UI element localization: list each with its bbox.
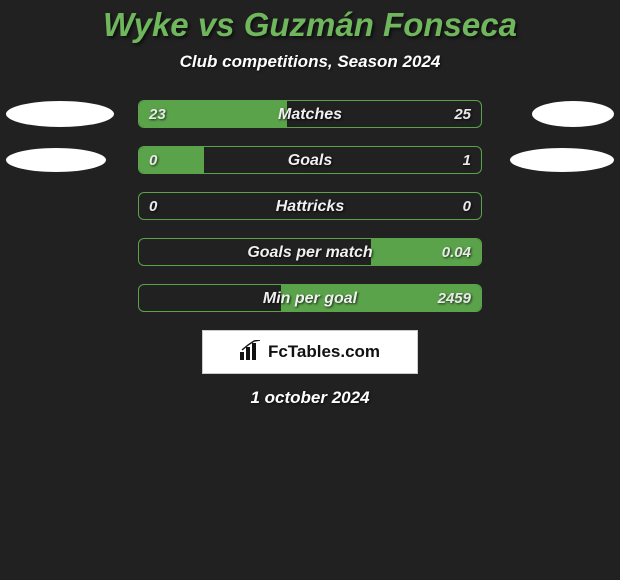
brand-chart-icon [240,340,262,365]
stat-value-right: 0 [463,193,471,220]
brand-text: FcTables.com [268,342,380,362]
comparison-rows: 2325Matches01Goals00Hattricks0.04Goals p… [0,100,620,312]
stat-bar: 0.04Goals per match [138,238,482,266]
stat-value-right: 1 [463,147,471,174]
stat-bar: 2459Min per goal [138,284,482,312]
comparison-row: 0 0Hattricks [0,192,620,220]
page-subtitle: Club competitions, Season 2024 [0,52,620,72]
comparison-row: 0.04Goals per match [0,238,620,266]
stat-bar: 0 0Hattricks [138,192,482,220]
page-title: Wyke vs Guzmán Fonseca [0,0,620,44]
stat-bar: 2325Matches [138,100,482,128]
comparison-row: 01Goals [0,146,620,174]
stat-bar: 01Goals [138,146,482,174]
stat-value-right: 0.04 [442,239,471,266]
comparison-row: 2325Matches [0,100,620,128]
footer-date: 1 october 2024 [0,388,620,408]
stat-value-left: 23 [149,101,166,128]
stat-value-left: 0 [149,147,157,174]
comparison-row: 2459Min per goal [0,284,620,312]
stat-value-left: 0 [149,193,157,220]
chart-ellipse-right [510,148,614,172]
chart-ellipse-right [532,101,614,127]
stat-label: Hattricks [139,193,481,220]
chart-ellipse-left [6,101,114,127]
stat-value-right: 2459 [438,285,471,312]
chart-ellipse-left [6,148,106,172]
stat-value-right: 25 [454,101,471,128]
brand-box: FcTables.com [202,330,418,374]
